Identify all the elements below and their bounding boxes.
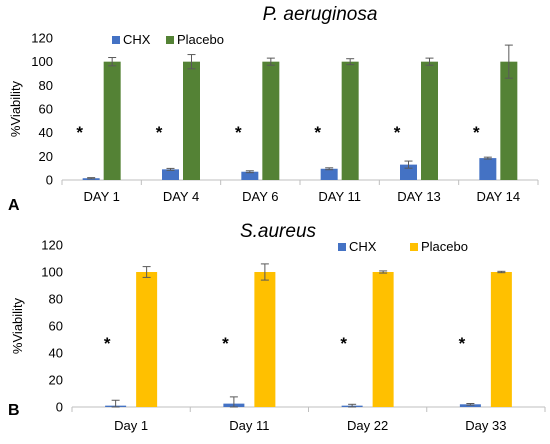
panel-b-significance-star-day-11: * bbox=[222, 334, 229, 353]
panel-a-ytick-80: 80 bbox=[39, 78, 53, 93]
panel-a-legend-swatch-placebo bbox=[166, 36, 174, 44]
panel-a-bar-placebo-day-4 bbox=[183, 61, 200, 180]
panel-b-xtick-day-33: Day 33 bbox=[465, 418, 506, 433]
panel-a-bar-chx-day-6 bbox=[241, 171, 259, 180]
panel-b-ytick-0: 0 bbox=[56, 400, 63, 415]
panel-a-bar-chx-day-11 bbox=[320, 168, 338, 180]
panel-b-bar-placebo-day-1 bbox=[136, 272, 158, 407]
panel-a-title: P. aeruginosa bbox=[263, 4, 378, 25]
panel-b-xtick-day-22: Day 22 bbox=[347, 418, 388, 433]
panel-a-xtick-day-13: DAY 13 bbox=[397, 189, 441, 204]
panel-b-bar-placebo-day-33 bbox=[490, 272, 512, 407]
panel-b-ytick-40: 40 bbox=[49, 346, 63, 361]
panel-a-legend-swatch-chx bbox=[112, 36, 120, 44]
panel-a-significance-star-day-11: * bbox=[314, 123, 321, 142]
panel-b-ytick-120: 120 bbox=[41, 238, 63, 253]
panel-a-ytick-0: 0 bbox=[46, 173, 53, 188]
panel-b-bar-placebo-day-22 bbox=[372, 272, 394, 407]
panel-b-bar-chx-day-33 bbox=[459, 404, 481, 407]
panel-a-xtick-day-14: DAY 14 bbox=[477, 189, 521, 204]
panel-a-ytick-40: 40 bbox=[39, 125, 53, 140]
panel-a-bar-chx-day-13 bbox=[400, 164, 417, 180]
panel-a-bar-placebo-day-11 bbox=[341, 61, 359, 180]
panel-b-label: B bbox=[8, 402, 20, 419]
panel-a-ytick-100: 100 bbox=[31, 54, 53, 69]
panel-b-xtick-day-11: Day 11 bbox=[229, 418, 269, 433]
panel-a-significance-star-day-14: * bbox=[473, 123, 480, 142]
panel-a-bar-placebo-day-6 bbox=[262, 61, 280, 180]
panel-b-legend-label-placebo: Placebo bbox=[421, 239, 468, 254]
panel-a-xtick-day-1: DAY 1 bbox=[83, 189, 119, 204]
panel-a-significance-star-day-13: * bbox=[394, 123, 401, 142]
panel-a-significance-star-day-6: * bbox=[235, 123, 242, 142]
panel-a-bar-chx-day-14 bbox=[479, 158, 497, 180]
panel-a-xtick-day-4: DAY 4 bbox=[163, 189, 199, 204]
panel-a-ytick-20: 20 bbox=[39, 149, 53, 164]
panel-b-legend-swatch-chx bbox=[338, 243, 346, 251]
panel-a-significance-star-day-1: * bbox=[76, 123, 83, 142]
panel-a-bar-placebo-day-1 bbox=[103, 61, 121, 180]
panel-b-ytick-100: 100 bbox=[41, 265, 63, 280]
panel-a-ytick-120: 120 bbox=[31, 31, 53, 46]
panel-a-significance-star-day-4: * bbox=[156, 123, 163, 142]
panel-a-legend-label-placebo: Placebo bbox=[177, 32, 224, 47]
panel-b-xtick-day-1: Day 1 bbox=[114, 418, 148, 433]
panel-a-xtick-day-6: DAY 6 bbox=[242, 189, 278, 204]
panel-b-significance-star-day-33: * bbox=[459, 334, 466, 353]
panel-b-legend-label-chx: CHX bbox=[349, 239, 377, 254]
panel-a-ytick-60: 60 bbox=[39, 102, 53, 117]
panel-b-ytick-80: 80 bbox=[49, 292, 63, 307]
panel-b-bar-placebo-day-11 bbox=[254, 272, 276, 407]
panel-a-legend-label-chx: CHX bbox=[123, 32, 151, 47]
panel-a-bar-placebo-day-13 bbox=[421, 61, 438, 180]
panel-a-ylabel: %Viability bbox=[8, 80, 23, 137]
panel-a-bar-placebo-day-14 bbox=[500, 61, 518, 180]
panel-b-title: S.aureus bbox=[240, 221, 317, 242]
panel-b-legend-swatch-placebo bbox=[410, 243, 418, 251]
panel-b-significance-star-day-22: * bbox=[340, 334, 347, 353]
panel-b-ylabel: %Viability bbox=[10, 297, 25, 354]
panel-a-xtick-day-11: DAY 11 bbox=[318, 189, 361, 204]
panel-b-significance-star-day-1: * bbox=[104, 334, 111, 353]
panel-b-ytick-60: 60 bbox=[49, 319, 63, 334]
panel-a-label: A bbox=[8, 197, 20, 214]
panel-b-ytick-20: 20 bbox=[49, 373, 63, 388]
panel-a-bar-chx-day-4 bbox=[162, 169, 179, 180]
